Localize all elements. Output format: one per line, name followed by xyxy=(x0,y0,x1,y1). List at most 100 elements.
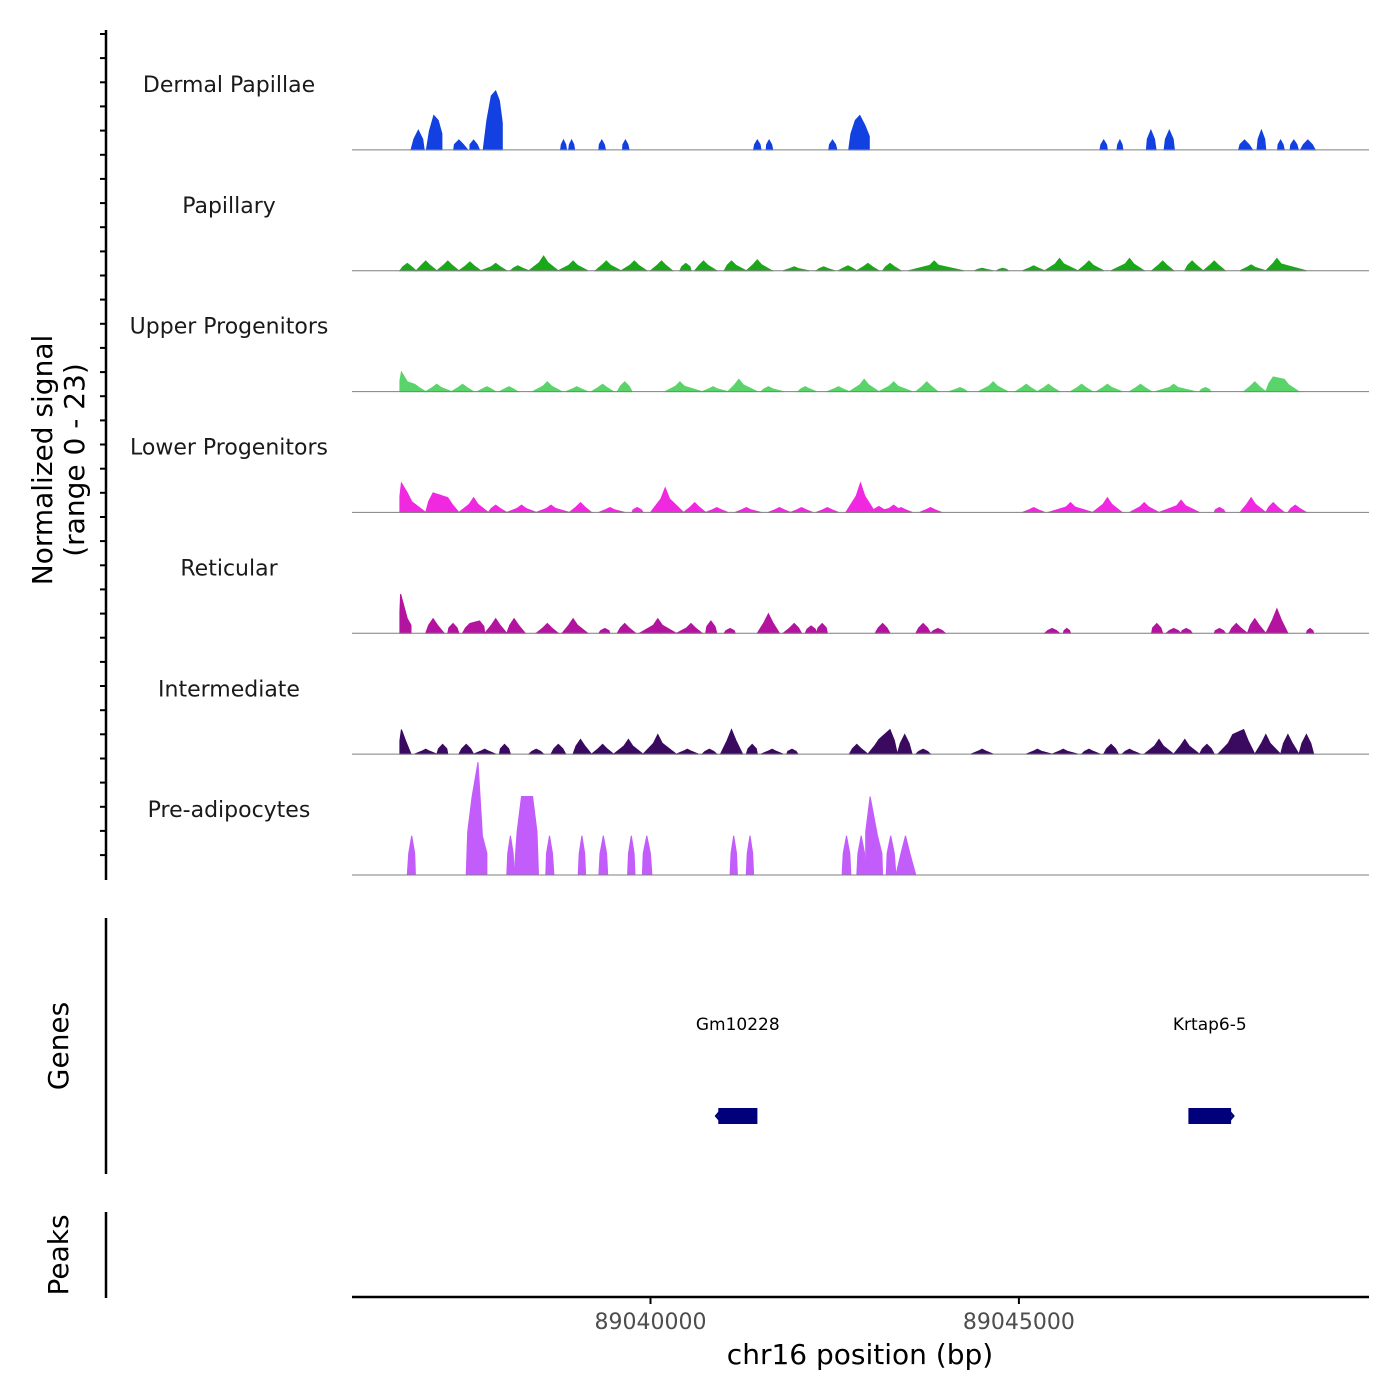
signal-peak xyxy=(978,381,1009,393)
x-axis: 89040000 89045000 xyxy=(352,1295,1369,1335)
signal-peak xyxy=(399,481,428,513)
signal-peak xyxy=(827,386,850,393)
signal-peak xyxy=(848,114,870,151)
signal-peak xyxy=(878,381,913,393)
signal-peak xyxy=(558,260,589,272)
signal-peak xyxy=(1198,743,1216,755)
signal-peak xyxy=(1116,138,1124,151)
signal-peak xyxy=(1228,622,1249,634)
signal-peak xyxy=(866,728,898,755)
signal-peak xyxy=(1286,504,1309,513)
signal-peak xyxy=(790,506,813,513)
signal-peak xyxy=(1142,738,1176,755)
signal-peak xyxy=(1013,383,1040,393)
signal-peak xyxy=(477,386,498,393)
signal-peak xyxy=(838,265,859,272)
track-label: Lower Progenitors xyxy=(130,436,328,461)
signal-peak xyxy=(1150,622,1164,634)
signal-peak xyxy=(577,835,587,876)
signal-peak xyxy=(480,262,509,272)
track-4: Reticular xyxy=(180,556,1369,634)
peaks-title: Peaks xyxy=(42,1214,75,1295)
signal-peak xyxy=(908,260,964,272)
signal-peak xyxy=(1201,260,1227,272)
signal-peak xyxy=(1145,128,1157,151)
signal-peak xyxy=(914,381,940,393)
signal-peak xyxy=(457,496,490,513)
signal-peak xyxy=(461,620,486,634)
signal-peak xyxy=(612,738,645,755)
signal-peak xyxy=(568,138,576,151)
signal-peak xyxy=(1264,501,1286,513)
signal-peak xyxy=(844,481,877,513)
signal-peak xyxy=(1076,260,1104,272)
signal-peak xyxy=(1265,376,1301,393)
signal-peak xyxy=(726,378,758,393)
signal-peak xyxy=(589,383,616,393)
signal-peak xyxy=(752,139,762,151)
signal-peak xyxy=(424,617,446,634)
signal-peak xyxy=(885,835,897,876)
signal-peak xyxy=(509,265,530,272)
gene-label: Krtap6-5 xyxy=(1173,1015,1247,1035)
signal-peak xyxy=(847,378,881,393)
signal-peak xyxy=(1253,733,1282,755)
signal-peak xyxy=(399,370,428,393)
signal-peak xyxy=(1068,383,1095,393)
peaks-panel: Peaks xyxy=(42,1212,108,1298)
signal-peak xyxy=(855,262,881,272)
signal-peak xyxy=(816,506,839,513)
genes-panel: Genes Gm10228 Krtap6-5 xyxy=(42,918,1247,1174)
signal-peak xyxy=(447,622,460,634)
signal-peak xyxy=(693,260,719,272)
signal-peak xyxy=(1163,128,1175,151)
signal-peak xyxy=(506,504,537,513)
signal-peak xyxy=(649,260,675,272)
signal-peak xyxy=(786,748,799,755)
signal-peak xyxy=(560,617,590,634)
signal-peak xyxy=(701,386,728,393)
signal-peak xyxy=(1246,617,1267,634)
signal-peak xyxy=(1299,139,1317,151)
signal-peak xyxy=(1094,383,1123,393)
signal-peak xyxy=(1216,728,1256,755)
signal-peak xyxy=(1043,627,1061,634)
signal-peak xyxy=(1022,265,1045,272)
signal-peak xyxy=(513,796,540,876)
signal-peak xyxy=(487,504,509,513)
signal-peak xyxy=(1289,139,1299,151)
signal-peak xyxy=(410,129,425,151)
signal-peak xyxy=(627,835,636,876)
signal-peak xyxy=(745,835,755,876)
signal-peak xyxy=(865,796,884,876)
signal-peak xyxy=(482,90,503,151)
signal-peak xyxy=(874,622,891,634)
track-2: Upper Progenitors xyxy=(130,315,1369,393)
signal-peak xyxy=(1237,139,1254,151)
signal-peak xyxy=(881,262,903,272)
track-label: Intermediate xyxy=(158,677,300,702)
signal-peak xyxy=(664,381,703,393)
gene-strand-arrow xyxy=(714,1108,724,1124)
signal-peak xyxy=(1277,138,1285,151)
signal-peak xyxy=(406,835,416,876)
signal-peak xyxy=(1213,506,1227,513)
signal-peak xyxy=(1091,496,1124,513)
signal-peak xyxy=(631,506,645,513)
signal-peak xyxy=(1158,499,1200,513)
signal-peak xyxy=(782,266,809,272)
signal-peak xyxy=(735,506,762,513)
signal-peak xyxy=(1120,748,1141,755)
signal-y-axis xyxy=(100,30,108,880)
signal-peak xyxy=(1180,627,1194,634)
signal-peak xyxy=(1080,748,1101,755)
signal-peak xyxy=(597,627,611,634)
signal-peak xyxy=(399,593,412,634)
signal-peak xyxy=(705,506,728,513)
signal-peak xyxy=(719,728,744,755)
signal-peak xyxy=(723,627,736,634)
signal-peak xyxy=(781,622,803,634)
signal-peak xyxy=(449,383,476,393)
signal-peak xyxy=(1062,627,1072,634)
